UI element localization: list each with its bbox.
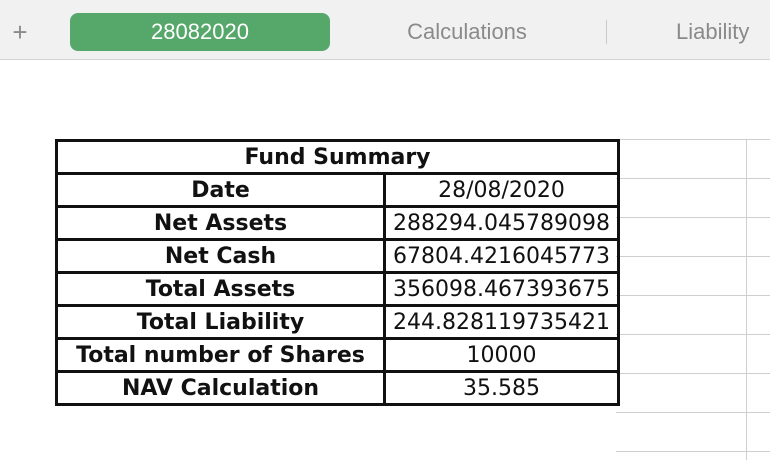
tab-calculations[interactable]: Calculations [407, 19, 527, 44]
nav-calculation-label-cell[interactable]: NAV Calculation [55, 370, 386, 406]
sheet-grid [616, 139, 770, 460]
table-row: Total Assets 356098.467393675 [55, 271, 620, 307]
sheet-canvas[interactable]: Fund Summary Date 28/08/2020 Net Assets … [0, 60, 770, 460]
total-assets-label-cell[interactable]: Total Assets [55, 271, 386, 307]
add-sheet-button[interactable]: + [12, 16, 28, 47]
total-assets-value-cell[interactable]: 356098.467393675 [383, 271, 620, 307]
table-row: Net Assets 288294.045789098 [55, 205, 620, 241]
fund-summary-table: Fund Summary Date 28/08/2020 Net Assets … [55, 139, 620, 406]
fund-summary-title[interactable]: Fund Summary [55, 139, 620, 175]
table-row: Total Liability 244.828119735421 [55, 304, 620, 340]
net-assets-label-cell[interactable]: Net Assets [55, 205, 386, 241]
tab-separator [606, 20, 607, 44]
nav-calculation-value-cell[interactable]: 35.585 [383, 370, 620, 406]
date-value-cell[interactable]: 28/08/2020 [383, 172, 620, 208]
net-cash-value-cell[interactable]: 67804.4216045773 [383, 238, 620, 274]
table-row: NAV Calculation 35.585 [55, 370, 620, 406]
table-title-row: Fund Summary [55, 139, 620, 175]
table-row: Total number of Shares 10000 [55, 337, 620, 373]
table-row: Net Cash 67804.4216045773 [55, 238, 620, 274]
net-cash-label-cell[interactable]: Net Cash [55, 238, 386, 274]
total-liability-label-cell[interactable]: Total Liability [55, 304, 386, 340]
net-assets-value-cell[interactable]: 288294.045789098 [383, 205, 620, 241]
sheet-tab-bar: + 28082020 Calculations Liability [0, 0, 770, 60]
tab-liability[interactable]: Liability [676, 19, 750, 44]
tab-28082020[interactable]: 28082020 [70, 13, 330, 51]
date-label-cell[interactable]: Date [55, 172, 386, 208]
total-liability-value-cell[interactable]: 244.828119735421 [383, 304, 620, 340]
table-row: Date 28/08/2020 [55, 172, 620, 208]
total-shares-label-cell[interactable]: Total number of Shares [55, 337, 386, 373]
total-shares-value-cell[interactable]: 10000 [383, 337, 620, 373]
